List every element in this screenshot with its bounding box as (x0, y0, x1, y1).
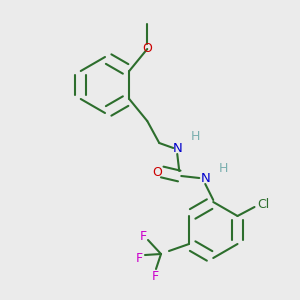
Text: F: F (152, 269, 159, 283)
Text: F: F (140, 230, 147, 242)
Text: Cl: Cl (257, 197, 270, 211)
Text: H: H (190, 130, 200, 142)
Text: F: F (135, 251, 142, 265)
Text: O: O (152, 166, 162, 178)
Text: H: H (219, 161, 228, 175)
Text: N: N (200, 172, 210, 184)
Text: N: N (172, 142, 182, 154)
Text: O: O (142, 43, 152, 56)
